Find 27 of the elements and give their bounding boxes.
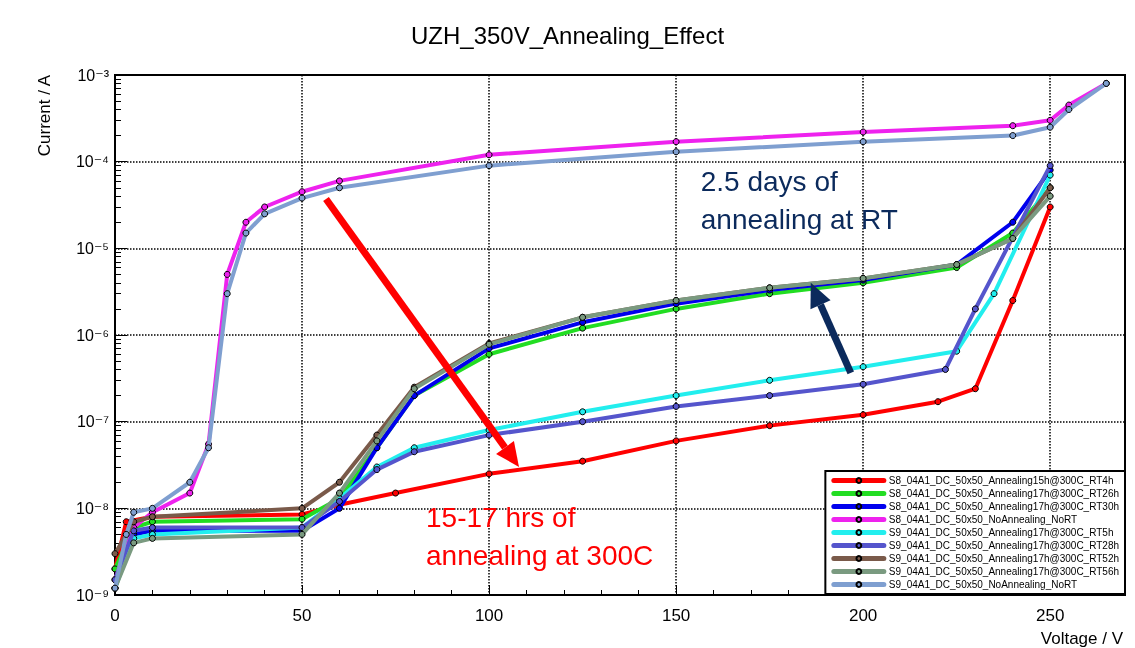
x-tick-label: 200 xyxy=(848,606,878,625)
legend-label: S8_04A1_DC_50x50_Annealing15h@300C_RT4h xyxy=(888,475,1114,486)
legend-label: S8_04A1_DC_50x50_Annealing17h@300C_RT30h xyxy=(888,501,1120,512)
x-tick-label: 50 xyxy=(292,606,312,625)
y-axis-title: Current / A xyxy=(35,74,54,157)
annotation: 2.5 days of annealing at RT xyxy=(700,164,899,237)
x-tick-label: 150 xyxy=(661,606,691,625)
legend-label: S9_04A1_DC_50x50_Annealing17h@300C_RT52h xyxy=(888,553,1120,564)
legend-label: S9_04A1_DC_50x50_Annealing17h@300C_RT28h xyxy=(888,540,1120,551)
y-tick-label: 10⁻⁵ xyxy=(76,239,109,257)
x-tick-label: 250 xyxy=(1036,606,1065,625)
x-axis-title: Voltage / V xyxy=(1040,629,1124,648)
legend-label: S9_04A1_DC_50x50_NoAnnealing_NoRT xyxy=(888,579,1078,590)
y-tick-label: 10⁻⁶ xyxy=(76,326,109,344)
legend-label: S8_04A1_DC_50x50_NoAnnealing_NoRT xyxy=(888,514,1078,525)
chart-title: UZH_350V_Annealing_Effect xyxy=(410,21,725,49)
y-tick-label: 10⁻⁸ xyxy=(76,499,109,517)
legend-label: S8_04A1_DC_50x50_Annealing17h@300C_RT26h xyxy=(888,488,1120,499)
y-tick-label: 10⁻⁷ xyxy=(76,413,110,431)
legend-label: S9_04A1_DC_50x50_Annealing17h@300C_RT5h xyxy=(888,527,1114,538)
x-tick-label: 0 xyxy=(110,606,120,625)
x-tick-label: 100 xyxy=(474,606,504,625)
y-tick-label: 10⁻⁹ xyxy=(75,586,109,604)
y-tick-label: 10⁻⁴ xyxy=(75,153,110,171)
legend-label: S9_04A1_DC_50x50_Annealing17h@300C_RT56h xyxy=(888,566,1120,577)
y-tick-label: 10⁻³ xyxy=(77,66,110,84)
annotation: 15-17 hrs of annealing at 300C xyxy=(426,500,655,573)
